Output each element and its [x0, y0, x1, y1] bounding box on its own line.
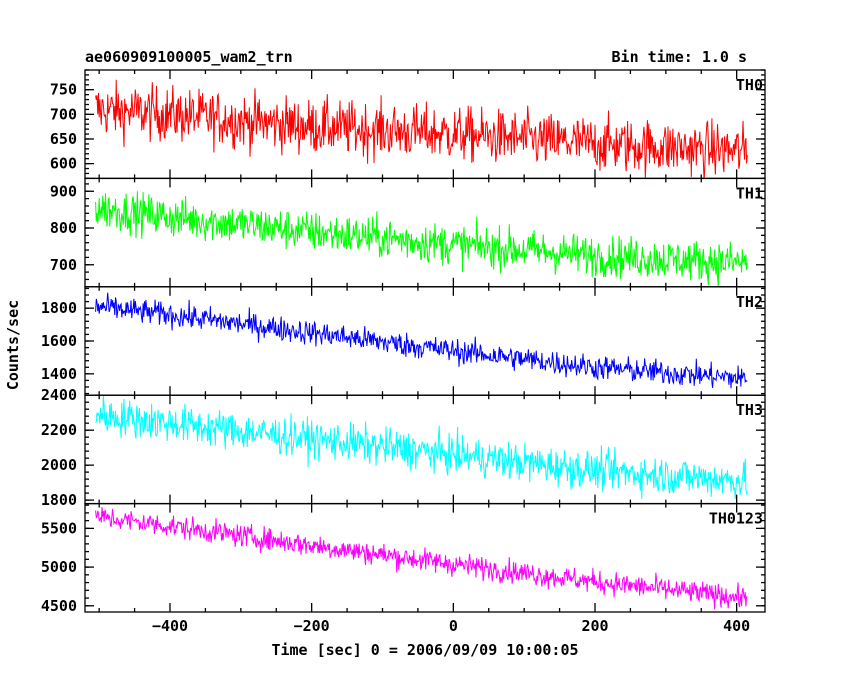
- panel-group: 600 650 700 750 TH0 700 800 900 TH1 1400 1600 1800 T…: [41, 69, 766, 615]
- series-label-th3: TH3: [736, 401, 763, 419]
- panel-th2: 1400 1600 1800 TH2: [41, 286, 766, 396]
- y-tick-label: 1400: [41, 365, 77, 383]
- series-label-th0123: TH0123: [709, 510, 763, 528]
- y-tick-label: 2200: [41, 421, 77, 439]
- bin-time-label: Bin time: 1.0 s: [612, 48, 747, 66]
- chart-title: ae060909100005_wam2_trn: [85, 48, 293, 66]
- y-tick-label: 1800: [41, 299, 77, 317]
- series-line-th1: [95, 191, 748, 287]
- x-tick-label: −400: [152, 617, 188, 635]
- x-axis: −400 −200 0 200 400: [152, 617, 750, 635]
- series-line-th2: [95, 292, 748, 389]
- series-line-th3: [95, 396, 748, 499]
- panel-th1: 700 800 900 TH1: [50, 177, 766, 288]
- y-tick-label: 900: [50, 182, 77, 200]
- y-tick-label: 700: [50, 256, 77, 274]
- y-tick-label: 2400: [41, 386, 77, 404]
- y-tick-label: 800: [50, 219, 77, 237]
- panel-th3: 1800 2000 2200 2400 TH3: [41, 386, 766, 509]
- series-line-th0: [95, 79, 748, 179]
- panel-th0: 600 650 700 750 TH0: [50, 69, 766, 180]
- y-tick-label: 2000: [41, 456, 77, 474]
- x-axis-label: Time [sec] 0 = 2006/09/09 10:00:05: [271, 641, 578, 659]
- y-tick-label: 600: [50, 155, 77, 173]
- panel-frame: [84, 502, 766, 613]
- x-tick-label: 0: [449, 617, 458, 635]
- series-line-th0123: [95, 506, 748, 610]
- x-tick-label: −200: [294, 617, 330, 635]
- y-tick-label: 1600: [41, 332, 77, 350]
- series-label-th2: TH2: [736, 293, 763, 311]
- y-tick-label: 700: [50, 105, 77, 123]
- x-tick-label: 400: [723, 617, 750, 635]
- y-tick-label: 650: [50, 130, 77, 148]
- y-tick-label: 5000: [41, 558, 77, 576]
- series-label-th0: TH0: [736, 76, 763, 94]
- y-tick-label: 5500: [41, 519, 77, 537]
- y-tick-label: 1800: [41, 491, 77, 509]
- x-tick-label: 200: [581, 617, 608, 635]
- panel-frame: [84, 177, 766, 288]
- y-tick-label: 4500: [41, 597, 77, 615]
- series-label-th1: TH1: [736, 184, 763, 202]
- panel-th0123: 4500 5000 5500 TH0123: [41, 502, 766, 615]
- y-tick-label: 750: [50, 81, 77, 99]
- y-axis-label: Counts/sec: [4, 300, 22, 390]
